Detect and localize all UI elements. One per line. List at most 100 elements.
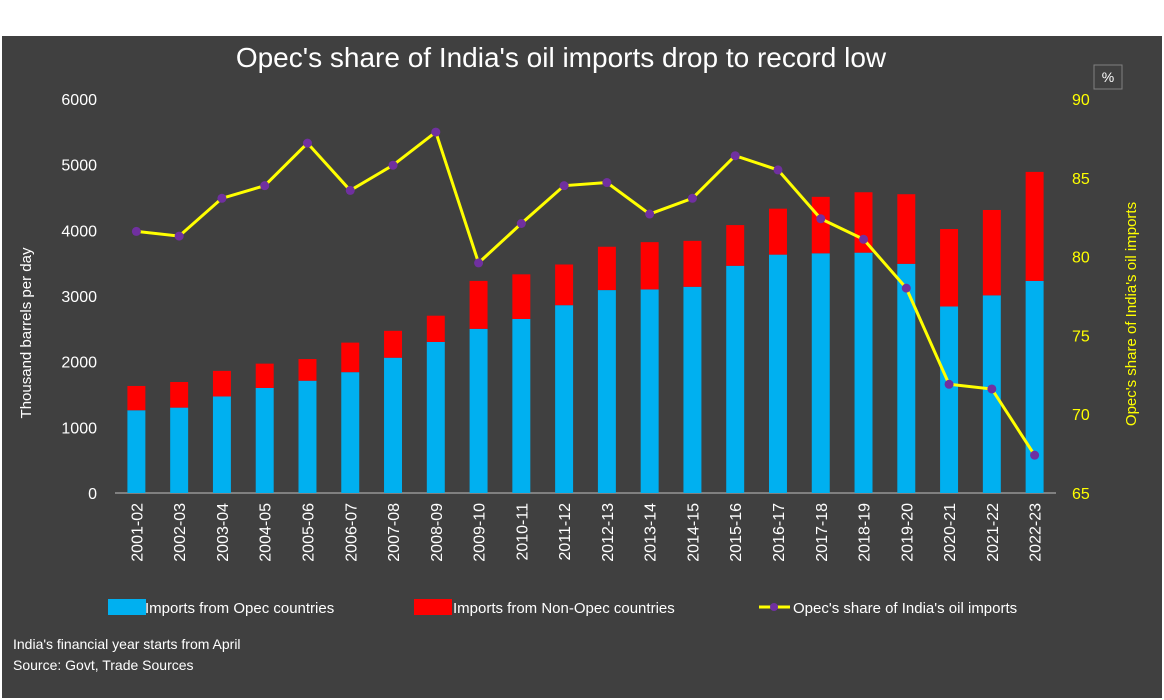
bar-non-opec xyxy=(255,363,274,388)
share-point xyxy=(174,231,184,241)
bar-non-opec xyxy=(298,359,317,381)
note-source: Source: Govt, Trade Sources xyxy=(13,657,194,673)
left-tick-label: 1000 xyxy=(61,420,97,437)
x-tick-label: 2021-22 xyxy=(985,503,1002,562)
right-tick-label: 85 xyxy=(1072,171,1090,188)
bar-non-opec xyxy=(469,280,488,329)
bar-non-opec xyxy=(384,330,403,358)
bar-non-opec xyxy=(512,274,531,319)
x-tick-label: 2001-02 xyxy=(129,503,146,562)
x-tick-label: 2020-21 xyxy=(942,503,959,562)
bar-opec xyxy=(940,306,959,493)
share-point xyxy=(730,151,740,161)
share-point xyxy=(987,384,997,394)
share-point xyxy=(302,138,312,148)
x-tick-label: 2005-06 xyxy=(300,503,317,562)
x-tick-label: 2009-10 xyxy=(472,503,489,562)
bar-opec xyxy=(726,265,745,493)
right-axis-title: Opec's share of India's oil imports xyxy=(1123,202,1140,426)
bar-opec xyxy=(341,372,360,493)
share-point xyxy=(944,379,954,389)
bar-opec xyxy=(384,357,403,493)
bar-opec xyxy=(640,289,659,493)
x-tick-label: 2022-23 xyxy=(1028,503,1045,562)
left-tick-label: 6000 xyxy=(61,92,97,109)
line-series xyxy=(131,127,1040,460)
x-tick-label: 2011-12 xyxy=(557,503,574,561)
share-point xyxy=(859,234,869,244)
legend: Imports from Opec countries Imports from… xyxy=(108,599,1017,617)
x-tick-label: 2007-08 xyxy=(386,503,403,562)
bar-non-opec xyxy=(811,196,830,254)
bar-opec xyxy=(811,253,830,493)
chart-title: Opec's share of India's oil imports drop… xyxy=(236,42,887,73)
bar-opec xyxy=(1025,280,1044,493)
bar-opec xyxy=(768,254,787,493)
bar-non-opec xyxy=(1025,171,1044,281)
bar-non-opec xyxy=(726,225,745,266)
bar-opec xyxy=(854,252,873,493)
share-point xyxy=(901,283,911,293)
share-point xyxy=(773,165,783,175)
bar-series xyxy=(127,171,1044,493)
chart-svg: Opec's share of India's oil imports drop… xyxy=(13,42,1140,673)
share-point xyxy=(474,258,484,268)
bar-opec xyxy=(127,410,146,493)
bar-non-opec xyxy=(426,315,445,342)
bar-non-opec xyxy=(212,370,231,397)
bar-non-opec xyxy=(640,242,659,290)
legend-swatch-non-opec xyxy=(414,599,452,615)
x-tick-label: 2017-18 xyxy=(814,503,831,562)
x-tick-label: 2006-07 xyxy=(343,503,360,562)
bar-non-opec xyxy=(341,342,360,373)
bar-non-opec xyxy=(597,246,616,291)
x-tick-label: 2013-14 xyxy=(643,503,660,562)
x-tick-label: 2012-13 xyxy=(600,503,617,562)
right-tick-label: 90 xyxy=(1072,92,1090,109)
bar-opec xyxy=(298,380,317,493)
x-tick-label: 2018-19 xyxy=(857,503,874,562)
x-tick-label: 2016-17 xyxy=(771,503,788,562)
right-axis-unit-box xyxy=(1093,64,1123,90)
bar-opec xyxy=(982,295,1001,493)
left-tick-label: 2000 xyxy=(61,355,97,372)
legend-swatch-opec xyxy=(108,599,146,615)
share-point xyxy=(431,127,441,137)
bar-non-opec xyxy=(897,194,916,264)
x-tick-label: 2003-04 xyxy=(215,503,232,562)
left-axis-ticks: 0 1000 2000 3000 4000 5000 6000 xyxy=(61,92,97,503)
share-point xyxy=(602,178,612,188)
bar-opec xyxy=(555,305,574,493)
right-tick-label: 70 xyxy=(1072,407,1090,424)
share-point xyxy=(131,226,141,236)
share-point xyxy=(260,181,270,191)
share-point xyxy=(559,181,569,191)
share-point xyxy=(345,185,355,195)
x-tick-label: 2014-15 xyxy=(685,503,702,562)
bar-opec xyxy=(597,290,616,493)
legend-label-share: Opec's share of India's oil imports xyxy=(793,600,1017,617)
left-tick-label: 4000 xyxy=(61,223,97,240)
bar-non-opec xyxy=(170,382,189,408)
bar-non-opec xyxy=(127,385,146,411)
share-point xyxy=(1030,450,1040,460)
left-axis-title: Thousand barrels per day xyxy=(18,247,35,418)
left-tick-label: 5000 xyxy=(61,158,97,175)
share-point xyxy=(388,160,398,170)
bar-opec xyxy=(469,328,488,493)
bar-non-opec xyxy=(940,229,959,307)
x-tick-label: 2019-20 xyxy=(899,503,916,562)
bar-non-opec xyxy=(555,264,574,306)
share-point xyxy=(687,193,697,203)
x-axis-ticks: 2001-02 2002-03 2003-04 2004-05 2005-06 2006-… xyxy=(129,503,1044,562)
bar-non-opec xyxy=(683,240,702,287)
bar-opec xyxy=(683,286,702,493)
bar-opec xyxy=(170,407,189,493)
x-tick-label: 2015-16 xyxy=(728,503,745,562)
right-tick-label: 65 xyxy=(1072,486,1090,503)
x-tick-label: 2010-11 xyxy=(514,503,531,561)
left-tick-label: 0 xyxy=(88,486,97,503)
left-tick-label: 3000 xyxy=(61,289,97,306)
legend-swatch-share-marker xyxy=(770,603,778,611)
share-point xyxy=(217,193,227,203)
